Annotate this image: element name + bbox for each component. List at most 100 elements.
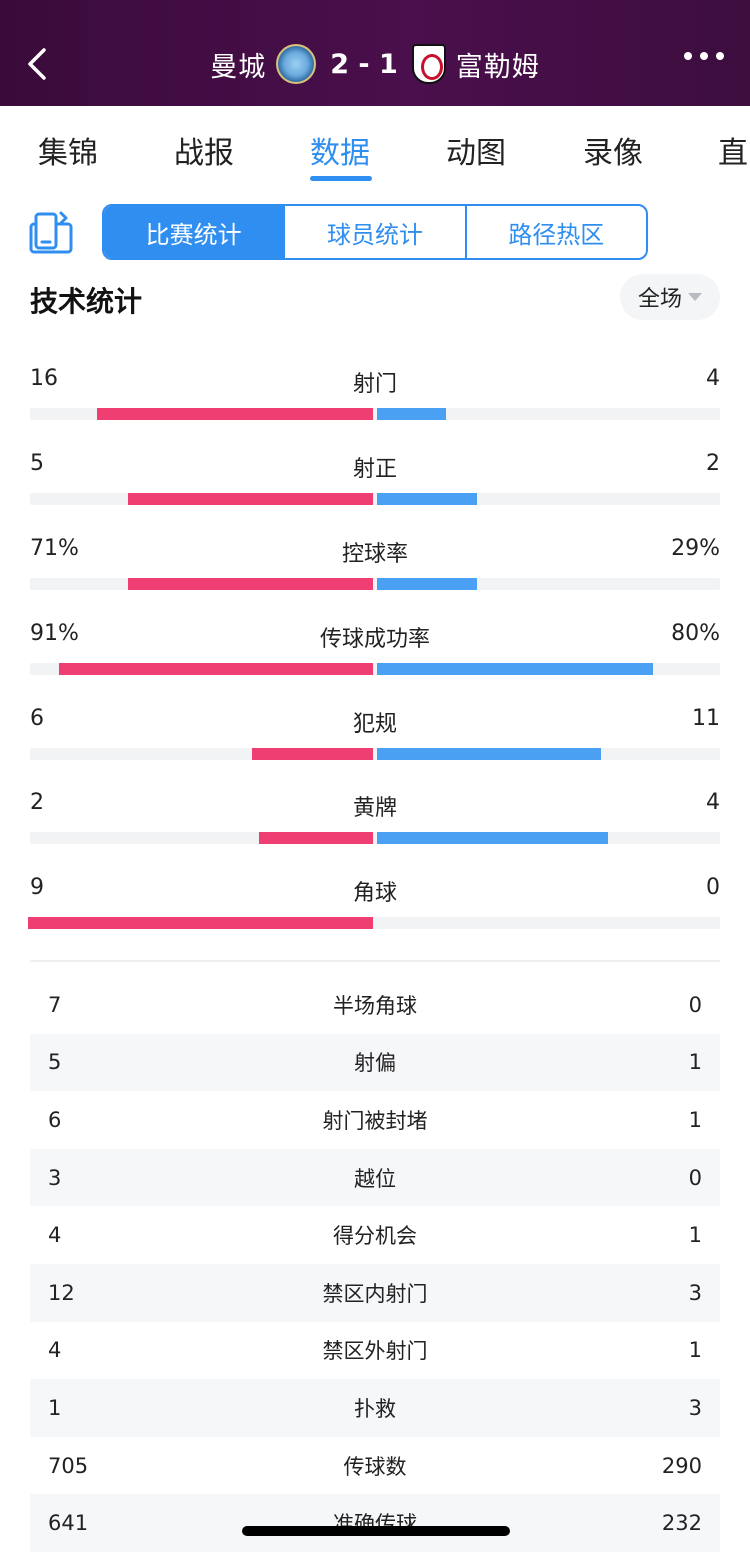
away-stat-value: 4 — [706, 366, 720, 391]
active-tab-indicator — [310, 176, 372, 181]
table-row: 641 准确传球 232 — [30, 1494, 720, 1552]
home-stat-value: 71% — [30, 536, 79, 561]
away-team-name: 富勒姆 — [455, 51, 540, 83]
home-value: 5 — [48, 1050, 62, 1075]
stat-row: 2 黄牌 4 — [0, 790, 750, 870]
stat-name: 扑救 — [354, 1396, 396, 1421]
segment-heatmap[interactable]: 路径热区 — [508, 220, 605, 249]
stat-row: 16 射门 4 — [0, 366, 750, 446]
segment-match-stats[interactable]: 比赛统计 — [104, 206, 286, 258]
away-stat-bar — [377, 578, 477, 590]
away-stat-value: 0 — [706, 875, 720, 900]
away-stat-bar — [377, 748, 601, 760]
away-stat-bar — [377, 663, 653, 675]
home-stat-bar — [259, 832, 373, 844]
away-value: 232 — [661, 1511, 702, 1536]
stat-label: 射门 — [352, 372, 397, 397]
stats-table: 7 半场角球 0 5 射偏 1 6 射门被封堵 1 3 越位 0 4 得分机会 1 12 禁区内射门 3 4 禁区外射… — [30, 976, 720, 1552]
tab-report[interactable]: 战报 — [174, 136, 234, 171]
match-header: 曼城 2 - 1 富勒姆 — [0, 0, 750, 106]
home-value: 4 — [48, 1338, 62, 1363]
away-stat-value: 80% — [671, 621, 720, 646]
stat-name: 越位 — [354, 1166, 396, 1191]
stat-bar-track — [30, 748, 720, 760]
home-stat-value: 91% — [30, 621, 79, 646]
away-value: 0 — [688, 1165, 702, 1190]
stat-name: 传球数 — [343, 1454, 407, 1479]
section-title: 技术统计 — [30, 285, 143, 318]
away-value: 1 — [688, 1338, 702, 1363]
divider — [30, 960, 720, 962]
home-stat-bar — [59, 663, 373, 675]
stats-segment-control: 比赛统计 球员统计 路径热区 — [102, 204, 648, 260]
tab-live[interactable]: 直 — [718, 136, 748, 171]
stat-name: 半场角球 — [333, 993, 417, 1018]
content-tabs: 集锦 战报 数据 动图 录像 直 — [0, 106, 750, 186]
away-value: 3 — [688, 1280, 702, 1305]
stat-row: 91% 传球成功率 80% — [0, 621, 750, 701]
table-row: 4 禁区外射门 1 — [30, 1322, 720, 1380]
home-stat-bar — [97, 408, 373, 420]
chevron-left-icon — [28, 48, 46, 80]
switch-view-icon[interactable] — [28, 210, 74, 254]
home-value: 4 — [48, 1223, 62, 1248]
home-stat-value: 6 — [30, 706, 44, 731]
home-indicator — [242, 1526, 510, 1536]
more-options-button[interactable] — [684, 52, 724, 60]
stat-label: 黄牌 — [352, 796, 397, 821]
stat-label: 传球成功率 — [319, 627, 430, 652]
stat-label: 控球率 — [341, 542, 408, 567]
home-stat-bar — [28, 917, 373, 929]
stat-name: 禁区外射门 — [322, 1339, 428, 1364]
table-row: 4 得分机会 1 — [30, 1206, 720, 1264]
away-value: 1 — [688, 1223, 702, 1248]
more-dot-icon — [700, 52, 708, 60]
stat-name: 得分机会 — [333, 1224, 417, 1249]
home-value: 6 — [48, 1107, 62, 1132]
stat-name: 射偏 — [354, 1051, 396, 1076]
home-value: 641 — [48, 1511, 89, 1536]
more-dot-icon — [716, 52, 724, 60]
home-stat-value: 16 — [30, 366, 58, 391]
home-stat-bar — [128, 578, 373, 590]
more-dot-icon — [684, 52, 692, 60]
away-stat-bar — [377, 408, 446, 420]
away-stat-value: 11 — [692, 706, 720, 731]
back-button[interactable] — [22, 44, 62, 84]
stat-label: 角球 — [352, 881, 397, 906]
home-stat-bar — [128, 493, 373, 505]
home-stat-value: 5 — [30, 451, 44, 476]
stat-label: 射正 — [352, 457, 397, 482]
stat-name: 射门被封堵 — [322, 1108, 428, 1133]
match-summary: 曼城 2 - 1 富勒姆 — [0, 42, 750, 86]
home-value: 1 — [48, 1395, 62, 1420]
table-row: 5 射偏 1 — [30, 1033, 720, 1092]
period-label: 全场 — [637, 287, 682, 312]
tab-highlights[interactable]: 集锦 — [38, 136, 98, 171]
tab-gifs[interactable]: 动图 — [446, 136, 506, 171]
table-row: 7 半场角球 0 — [30, 976, 720, 1034]
away-stat-value: 29% — [671, 536, 720, 561]
segment-player-stats[interactable]: 球员统计 — [285, 206, 467, 258]
table-row: 6 射门被封堵 1 — [30, 1091, 720, 1149]
away-stat-value: 4 — [706, 790, 720, 815]
tab-replay[interactable]: 录像 — [583, 136, 643, 171]
away-value: 3 — [688, 1395, 702, 1420]
stat-row: 9 角球 0 — [0, 875, 750, 955]
stat-row: 6 犯规 11 — [0, 706, 750, 786]
home-team-name: 曼城 — [210, 51, 267, 83]
period-dropdown[interactable]: 全场 — [620, 274, 720, 320]
home-team-crest-icon — [276, 44, 317, 84]
away-value: 290 — [661, 1453, 702, 1478]
away-stat-bar — [377, 493, 477, 505]
away-stat-value: 2 — [706, 451, 720, 476]
caret-down-icon — [688, 293, 702, 301]
stat-name: 禁区内射门 — [322, 1281, 428, 1306]
home-stat-value: 9 — [30, 875, 44, 900]
home-stat-bar — [252, 748, 373, 760]
table-row: 12 禁区内射门 3 — [30, 1263, 720, 1322]
home-value: 12 — [48, 1280, 75, 1305]
stat-row: 5 射正 2 — [0, 451, 750, 531]
stat-label: 犯规 — [352, 712, 397, 737]
tab-data[interactable]: 数据 — [310, 136, 370, 171]
